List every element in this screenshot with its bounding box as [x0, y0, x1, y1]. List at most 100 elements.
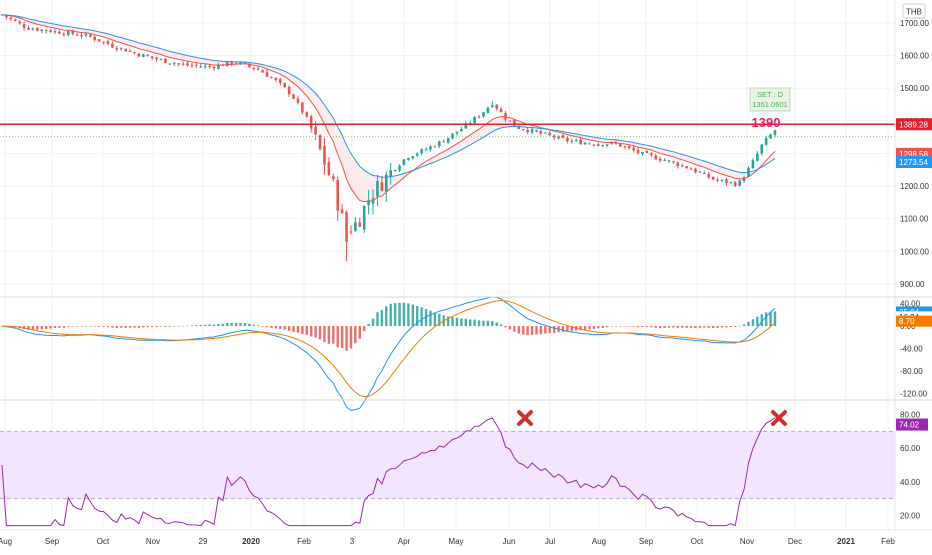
- candle-body: [592, 144, 596, 146]
- candle-body: [477, 116, 481, 118]
- macd-histogram-bar: [636, 326, 640, 328]
- ema-slow-line[interactable]: [1, 14, 776, 178]
- macd-histogram-bar: [186, 325, 189, 327]
- price-pane[interactable]: [0, 14, 895, 262]
- candle-body: [654, 155, 658, 160]
- macd-histogram-bar: [623, 326, 627, 327]
- time-axis-label: Dec: [788, 537, 802, 546]
- candle-body: [597, 144, 600, 146]
- candle-body: [97, 39, 101, 42]
- macd-histogram-bar: [221, 323, 225, 327]
- macd-histogram-bar: [663, 326, 666, 329]
- candle-body: [667, 160, 671, 162]
- candle-body: [446, 137, 450, 143]
- candle-body: [261, 70, 264, 73]
- time-axis-label: 2020: [242, 537, 260, 546]
- macd-histogram-bar: [296, 326, 300, 333]
- candle-body: [415, 153, 419, 156]
- macd-histogram-bar: [517, 326, 521, 334]
- rsi-tick-label: 80.00: [900, 410, 921, 419]
- candle-body: [579, 139, 582, 145]
- macd-histogram-bar: [566, 326, 569, 332]
- price-tick-label: 1600.00: [900, 51, 929, 60]
- macd-histogram-bar: [685, 326, 688, 328]
- candle-body: [354, 222, 357, 231]
- macd-signal-line[interactable]: [1, 300, 776, 398]
- macd-histogram-bar: [716, 326, 719, 328]
- macd-histogram-bar: [632, 326, 635, 327]
- macd-histogram-bar: [199, 325, 202, 327]
- candle-body: [756, 153, 759, 161]
- macd-histogram-bar: [336, 326, 339, 348]
- candle-body: [331, 176, 335, 180]
- macd-histogram-bar: [208, 324, 211, 327]
- candle-body: [292, 94, 295, 99]
- candle-body: [601, 144, 605, 146]
- macd-line[interactable]: [1, 296, 776, 412]
- candle-body: [40, 29, 44, 31]
- macd-histogram-bar: [265, 326, 269, 328]
- macd-histogram-bar: [340, 326, 344, 348]
- candle-body: [327, 162, 331, 176]
- candle-body: [641, 151, 644, 154]
- macd-histogram-bar: [393, 303, 397, 327]
- macd-histogram-bar: [619, 326, 622, 327]
- candle-body: [36, 28, 39, 31]
- macd-histogram-bar: [212, 324, 216, 327]
- candle-body: [137, 53, 141, 57]
- macd-histogram-bar: [142, 326, 145, 328]
- macd-histogram-bar: [53, 326, 57, 328]
- macd-histogram-bar: [672, 326, 675, 328]
- candle-body: [124, 48, 127, 52]
- rsi-overbought-x-2: [771, 410, 787, 426]
- macd-histogram-bar: [31, 326, 35, 330]
- candle-body: [588, 143, 591, 145]
- macd-pane[interactable]: [0, 296, 777, 412]
- candle-body: [389, 170, 393, 178]
- time-axis-label: 2021: [837, 537, 855, 546]
- time-axis-label: May: [448, 537, 463, 546]
- time-axis-label: Nov: [146, 537, 160, 546]
- macd-histogram-bar: [287, 326, 291, 331]
- macd-histogram-bar: [522, 326, 525, 335]
- macd-histogram-bar: [583, 326, 587, 330]
- candle-body: [358, 222, 362, 227]
- macd-histogram-bar: [703, 326, 706, 328]
- macd-histogram-bar: [111, 326, 114, 328]
- macd-histogram-bar: [58, 326, 61, 328]
- candle-body: [539, 130, 543, 134]
- candle-body: [574, 140, 578, 142]
- candle-body: [676, 162, 680, 167]
- candle-body: [111, 43, 114, 48]
- resistance-level-text: 1390: [752, 115, 781, 130]
- candle-body: [142, 54, 145, 58]
- candle-body: [13, 19, 17, 22]
- rsi-pane[interactable]: [0, 417, 895, 527]
- candle-body: [411, 156, 415, 159]
- symbol-annotation-box[interactable]: [749, 87, 791, 112]
- candle-body: [530, 129, 534, 133]
- macd-histogram-bar: [270, 326, 273, 328]
- macd-histogram-bar: [89, 325, 92, 327]
- ema-fast-line[interactable]: [1, 14, 776, 203]
- candle-body: [460, 128, 463, 132]
- candle-body: [80, 35, 83, 37]
- candle-body: [9, 17, 13, 19]
- macd-histogram-bar: [477, 320, 481, 327]
- candle-body: [632, 147, 635, 151]
- macd-histogram-bar: [181, 325, 185, 327]
- candle-body: [18, 21, 21, 24]
- candle-body: [336, 180, 340, 211]
- candle-body: [22, 24, 26, 28]
- candle-body: [398, 165, 401, 171]
- candle-body: [455, 131, 459, 134]
- candle-body: [504, 113, 507, 120]
- candle-body: [619, 143, 622, 147]
- macd-histogram-bar: [469, 319, 472, 327]
- rsi-line[interactable]: [1, 417, 776, 527]
- macd-tick-label: -40.00: [900, 345, 923, 354]
- currency-badge[interactable]: [902, 3, 926, 19]
- macd-histogram-bar: [159, 326, 163, 327]
